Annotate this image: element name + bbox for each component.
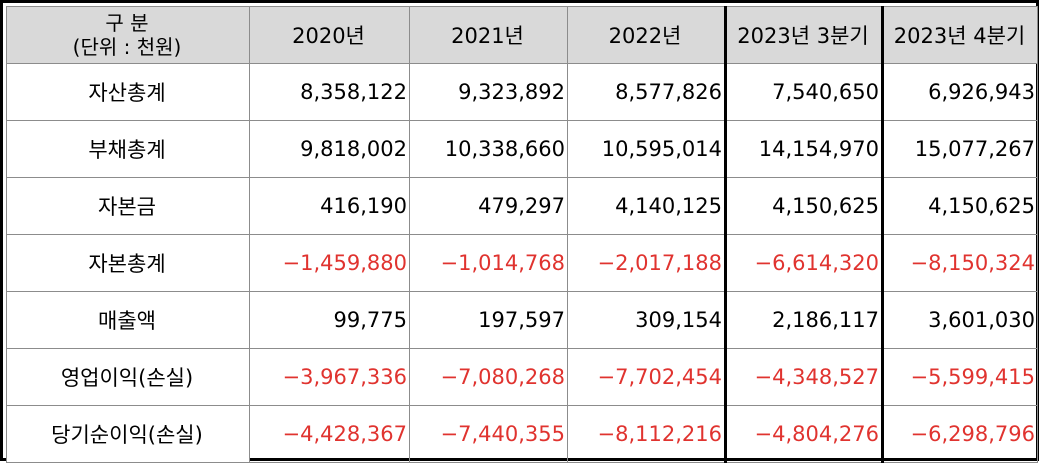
table-row-revenue: 매출액 99,775 197,597 309,154 2,186,117 3,601,03… [6,291,1038,349]
row-label: 자본총계 [6,234,250,292]
value-cell: 4,150,625 [724,177,883,235]
corner-header-cell: 구 분 (단위 : 천원) [6,6,250,64]
row-label: 자산총계 [6,63,250,121]
table-row-total-assets: 자산총계 8,358,122 9,323,892 8,577,826 7,540,650… [6,63,1038,121]
value-cell: −7,440,355 [409,405,568,463]
value-cell: −1,014,768 [409,234,568,292]
value-cell: −4,428,367 [249,405,410,463]
value-cell: 4,140,125 [567,177,726,235]
column-header-2020: 2020년 [249,6,410,64]
value-cell: 7,540,650 [724,63,883,121]
row-label: 매출액 [6,291,250,349]
column-header-2023-q3: 2023년 3분기 [724,6,883,64]
value-cell: −3,967,336 [249,348,410,406]
column-header-2023-q4: 2023년 4분기 [881,6,1038,64]
row-label: 자본금 [6,177,250,235]
value-cell: −4,804,276 [724,405,883,463]
value-cell: 479,297 [409,177,568,235]
header-row: 구 분 (단위 : 천원) 2020년 2021년 2022년 2023년 3분… [6,6,1038,64]
value-cell: −5,599,415 [881,348,1038,406]
value-cell: 15,077,267 [881,120,1038,178]
value-cell: 8,358,122 [249,63,410,121]
value-cell: −7,702,454 [567,348,726,406]
value-cell: 6,926,943 [881,63,1038,121]
table-row-operating-income: 영업이익(손실) −3,967,336 −7,080,268 −7,702,454 −4… [6,348,1038,406]
table-row-total-liabilities: 부채총계 9,818,002 10,338,660 10,595,014 14,154,… [6,120,1038,178]
value-cell: 14,154,970 [724,120,883,178]
value-cell: 9,323,892 [409,63,568,121]
value-cell: −7,080,268 [409,348,568,406]
value-cell: 9,818,002 [249,120,410,178]
corner-label-line1: 구 분 [105,11,149,35]
table-row-net-income: 당기순이익(손실) −4,428,367 −7,440,355 −8,112,216−… [6,405,1038,463]
table-row-capital-stock: 자본금 416,190 479,297 4,140,125 4,150,625 4,150… [6,177,1038,235]
value-cell: 10,595,014 [567,120,726,178]
column-header-2022: 2022년 [567,6,726,64]
value-cell: −6,614,320 [724,234,883,292]
value-cell: 10,338,660 [409,120,568,178]
value-cell: −4,348,527 [724,348,883,406]
value-cell: 8,577,826 [567,63,726,121]
value-cell: 4,150,625 [881,177,1038,235]
value-cell: −1,459,880 [249,234,410,292]
value-cell: 2,186,117 [724,291,883,349]
value-cell: 416,190 [249,177,410,235]
table-row-total-equity: 자본총계 −1,459,880 −1,014,768 −2,017,188 −6,614… [6,234,1038,292]
value-cell: 309,154 [567,291,726,349]
financial-summary-table: 구 분 (단위 : 천원) 2020년 2021년 2022년 2023년 3분… [6,6,1038,463]
row-label: 당기순이익(손실) [6,405,250,463]
corner-label-line2: (단위 : 천원) [72,35,182,59]
row-label: 영업이익(손실) [6,348,250,406]
value-cell: −8,150,324 [881,234,1038,292]
value-cell: 197,597 [409,291,568,349]
value-cell: 3,601,030 [881,291,1038,349]
value-cell: −2,017,188 [567,234,726,292]
value-cell: −8,112,216 [567,405,726,463]
value-cell: 99,775 [249,291,410,349]
row-label: 부채총계 [6,120,250,178]
value-cell: −6,298,796 [881,405,1038,463]
column-header-2021: 2021년 [409,6,568,64]
